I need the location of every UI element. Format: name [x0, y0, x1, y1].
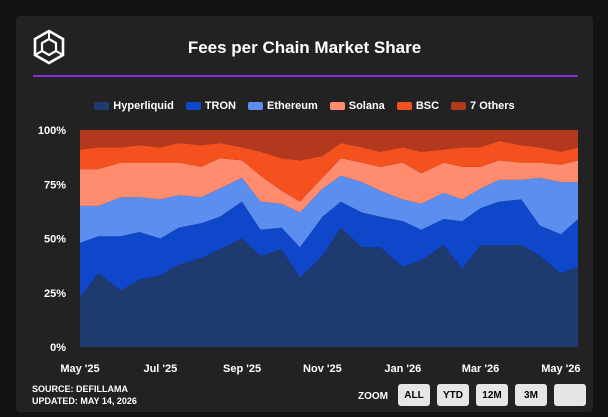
legend-item-ethereum[interactable]: Ethereum: [247, 100, 318, 112]
chart-card: Fees per Chain Market Share Hyperliquid T…: [16, 16, 593, 412]
defillama-logo-icon: [33, 29, 65, 65]
updated-text: UPDATED: MAY 14, 2026: [32, 396, 137, 406]
legend-label-tron: TRON: [204, 100, 236, 112]
legend-swatch-ethereum: [247, 102, 263, 110]
stacked-area-chart: 0% 25% 50% 75% 100% May '25 Jul '25 Sep '25 Nov …: [38, 125, 581, 375]
x-tick-label: Jul '25: [143, 363, 177, 375]
area-series-solana[interactable]: [80, 158, 578, 213]
zoom-buttons: ALL YTD 12M 3M: [398, 384, 586, 406]
area-series-7-others[interactable]: [80, 130, 578, 161]
zoom-label: ZOOM: [358, 391, 388, 402]
x-tick-label: May '25: [60, 363, 99, 375]
x-tick-label: Jan '26: [384, 363, 421, 375]
x-tick-label: Mar '26: [462, 363, 499, 375]
legend-swatch-hyperliquid: [94, 102, 110, 110]
legend-label-solana: Solana: [348, 100, 385, 112]
zoom-12m-button[interactable]: 12M: [476, 384, 508, 406]
area-series-hyperliquid[interactable]: [80, 227, 578, 347]
x-tick-label: May '26: [541, 363, 580, 375]
chart-title: Fees per Chain Market Share: [187, 38, 422, 57]
legend-item-solana[interactable]: Solana: [329, 100, 385, 112]
legend-swatch-tron: [185, 102, 201, 110]
zoom-3m-button[interactable]: 3M: [515, 384, 547, 406]
zoom-all-button[interactable]: ALL: [398, 384, 430, 406]
x-tick-label: Sep '25: [223, 363, 261, 375]
zoom-blank-button[interactable]: [554, 384, 586, 406]
chart-legend: Hyperliquid TRON Ethereum Solana BSC 7 Others: [16, 100, 593, 112]
y-tick-label: 75%: [44, 179, 66, 191]
legend-label-bsc: BSC: [415, 100, 440, 112]
zoom-ytd-button[interactable]: YTD: [437, 384, 469, 406]
area-series-bsc[interactable]: [80, 140, 578, 202]
legend-swatch-bsc: [396, 102, 412, 110]
title-divider: [33, 75, 578, 77]
source-text: SOURCE: DEFILLAMA: [32, 384, 128, 394]
legend-label-ethereum: Ethereum: [266, 100, 318, 112]
y-tick-label: 50%: [44, 234, 66, 246]
legend-item-tron[interactable]: TRON: [185, 100, 236, 112]
chart-footer: SOURCE: DEFILLAMA UPDATED: MAY 14, 2026: [32, 383, 137, 407]
legend-swatch-solana: [329, 102, 345, 110]
legend-label-7-others: 7 Others: [470, 100, 515, 112]
area-series-ethereum[interactable]: [80, 175, 578, 248]
x-tick-label: Nov '25: [303, 363, 342, 375]
legend-swatch-7-others: [451, 102, 467, 110]
area-series-tron[interactable]: [80, 199, 578, 298]
y-tick-label: 0%: [50, 342, 66, 354]
y-tick-label: 25%: [44, 288, 66, 300]
legend-label-hyperliquid: Hyperliquid: [113, 100, 174, 112]
legend-item-bsc[interactable]: BSC: [396, 100, 440, 112]
y-tick-label: 100%: [38, 125, 66, 137]
legend-item-hyperliquid[interactable]: Hyperliquid: [94, 100, 174, 112]
legend-item-7-others[interactable]: 7 Others: [451, 100, 515, 112]
